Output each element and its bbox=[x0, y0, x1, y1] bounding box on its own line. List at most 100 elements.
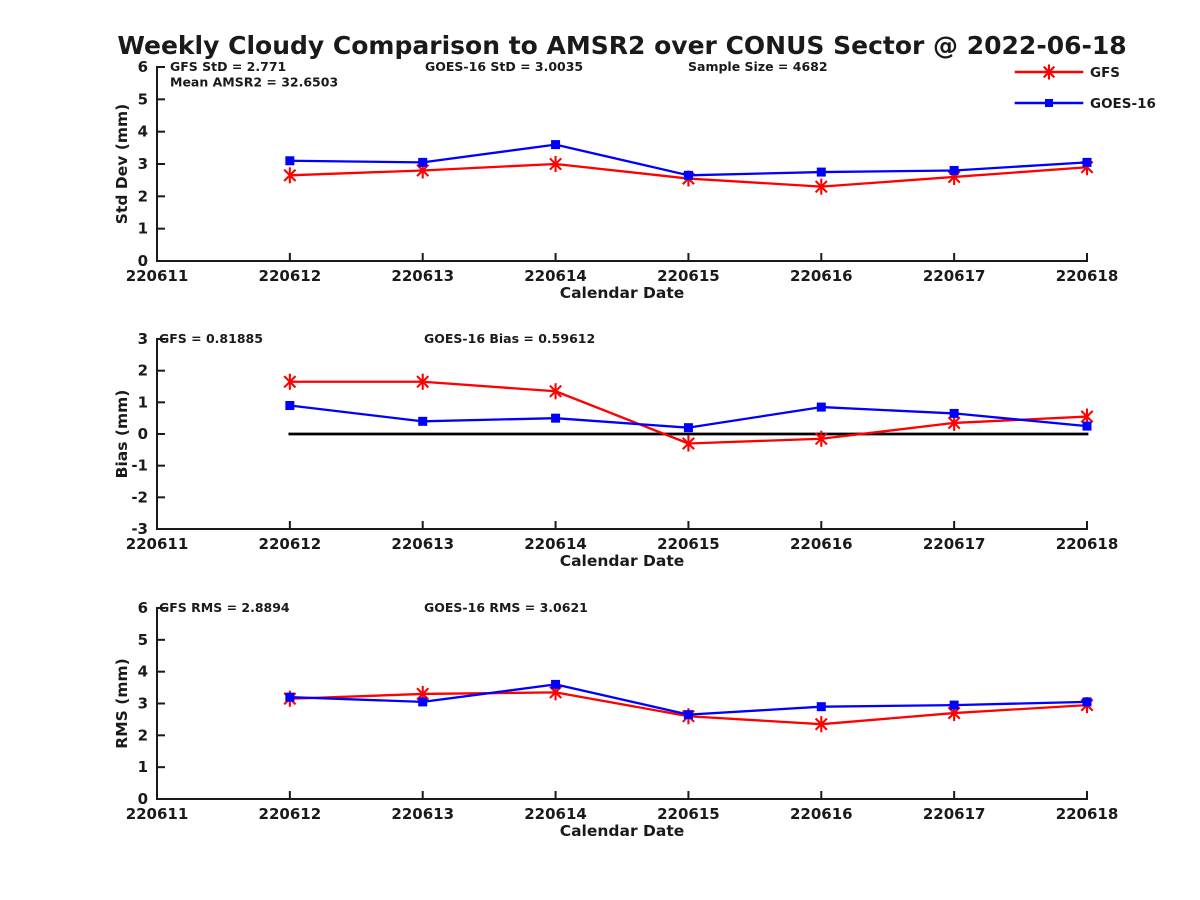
y-tick-label: 1 bbox=[138, 220, 148, 238]
x-tick-label: 220617 bbox=[923, 805, 986, 823]
bias-marker-gfs bbox=[947, 416, 961, 430]
y-tick-label: 6 bbox=[138, 58, 148, 76]
x-tick-label: 220612 bbox=[259, 535, 322, 553]
y-tick-label: -2 bbox=[131, 488, 148, 506]
bias-marker-goes-16 bbox=[1082, 421, 1092, 431]
x-tick-label: 220617 bbox=[923, 267, 986, 285]
x-tick-label: 220616 bbox=[790, 535, 853, 553]
bias-marker-goes-16 bbox=[418, 416, 428, 426]
y-tick-label: 3 bbox=[138, 695, 148, 713]
std-dev-marker-goes-16 bbox=[816, 167, 826, 177]
rms-marker-goes-16 bbox=[551, 679, 561, 689]
y-tick-label: 2 bbox=[138, 726, 148, 744]
y-tick-label: 4 bbox=[138, 663, 148, 681]
x-tick-label: 220615 bbox=[657, 535, 720, 553]
rms-marker-gfs bbox=[814, 717, 828, 731]
bias-marker-goes-16 bbox=[551, 413, 561, 423]
bias-annotation: GOES-16 Bias = 0.59612 bbox=[424, 331, 595, 346]
std-dev-marker-gfs bbox=[549, 157, 563, 171]
x-tick-label: 220612 bbox=[259, 805, 322, 823]
std-dev-annotation: Sample Size = 4682 bbox=[688, 59, 828, 74]
x-axis-label: Calendar Date bbox=[560, 822, 685, 840]
y-tick-label: 3 bbox=[138, 155, 148, 173]
rms-marker-gfs bbox=[416, 687, 430, 701]
std-dev-marker-goes-16 bbox=[418, 157, 428, 167]
x-axis-label: Calendar Date bbox=[560, 552, 685, 570]
std-dev-marker-gfs bbox=[416, 164, 430, 177]
std-dev-annotation: GFS StD = 2.771 bbox=[170, 59, 286, 74]
x-tick-label: 220618 bbox=[1056, 535, 1119, 553]
y-axis-label: Std Dev (mm) bbox=[113, 104, 131, 224]
bias-marker-goes-16 bbox=[816, 402, 826, 412]
std-dev-marker-goes-16 bbox=[949, 165, 959, 175]
std-dev-marker-goes-16 bbox=[551, 140, 561, 150]
bias-marker-gfs bbox=[549, 384, 563, 398]
y-tick-label: 6 bbox=[138, 599, 148, 617]
y-tick-label: 1 bbox=[138, 758, 148, 776]
bias-marker-goes-16 bbox=[683, 423, 693, 433]
std-dev-marker-goes-16 bbox=[683, 170, 693, 180]
legend-label-gfs: GFS bbox=[1090, 65, 1120, 81]
x-axis-label: Calendar Date bbox=[560, 284, 685, 302]
x-tick-label: 220613 bbox=[391, 267, 454, 285]
rms-marker-gfs bbox=[549, 685, 563, 699]
x-tick-label: 220614 bbox=[524, 535, 587, 553]
bias-marker-gfs bbox=[814, 432, 828, 446]
y-tick-label: 3 bbox=[138, 330, 148, 348]
legend-label-goes-16: GOES-16 bbox=[1090, 96, 1156, 112]
legend-marker-gfs bbox=[1042, 65, 1056, 79]
std-dev-marker-goes-16 bbox=[1082, 157, 1092, 167]
y-tick-label: 0 bbox=[138, 425, 148, 443]
rms-marker-goes-16 bbox=[418, 697, 428, 707]
x-tick-label: 220611 bbox=[126, 805, 189, 823]
legend-marker-goes-16 bbox=[1045, 99, 1053, 107]
bias-marker-gfs bbox=[416, 375, 430, 389]
x-tick-label: 220618 bbox=[1056, 267, 1119, 285]
rms-marker-goes-16 bbox=[285, 692, 295, 702]
y-tick-label: 5 bbox=[138, 90, 148, 108]
x-tick-label: 220615 bbox=[657, 805, 720, 823]
y-axis-label: Bias (mm) bbox=[113, 390, 131, 479]
y-tick-label: 4 bbox=[138, 123, 148, 141]
std-dev-marker-gfs bbox=[814, 180, 828, 194]
y-tick-label: 5 bbox=[138, 631, 148, 649]
rms-marker-goes-16 bbox=[683, 710, 693, 720]
bias-annotation: GFS = 0.81885 bbox=[159, 331, 263, 346]
std-dev-annotation: Mean AMSR2 = 32.6503 bbox=[170, 75, 338, 90]
chart-title: Weekly Cloudy Comparison to AMSR2 over C… bbox=[117, 31, 1127, 60]
x-tick-label: 220617 bbox=[923, 535, 986, 553]
bias-marker-gfs bbox=[1080, 410, 1094, 424]
y-axis-label: RMS (mm) bbox=[113, 658, 131, 748]
x-tick-label: 220611 bbox=[126, 535, 189, 553]
y-tick-label: 1 bbox=[138, 393, 148, 411]
x-tick-label: 220613 bbox=[391, 535, 454, 553]
x-tick-label: 220616 bbox=[790, 805, 853, 823]
bias-marker-gfs bbox=[283, 375, 297, 389]
y-tick-label: 2 bbox=[138, 362, 148, 380]
x-tick-label: 220612 bbox=[259, 267, 322, 285]
std-dev-marker-goes-16 bbox=[285, 156, 295, 166]
x-tick-label: 220611 bbox=[126, 267, 189, 285]
rms-annotation: GFS RMS = 2.8894 bbox=[159, 600, 290, 615]
y-tick-label: -1 bbox=[131, 457, 148, 475]
bias-marker-goes-16 bbox=[285, 401, 295, 410]
x-tick-label: 220618 bbox=[1056, 805, 1119, 823]
std-dev-marker-gfs bbox=[283, 168, 297, 182]
x-tick-label: 220614 bbox=[524, 805, 587, 823]
x-tick-label: 220613 bbox=[391, 805, 454, 823]
x-tick-label: 220616 bbox=[790, 267, 853, 285]
bias-marker-gfs bbox=[681, 437, 695, 450]
rms-marker-goes-16 bbox=[1082, 697, 1092, 707]
std-dev-annotation: GOES-16 StD = 3.0035 bbox=[425, 59, 583, 74]
y-tick-label: 2 bbox=[138, 187, 148, 205]
y-tick-label: 0 bbox=[138, 252, 148, 270]
y-tick-label: -3 bbox=[131, 520, 148, 538]
rms-annotation: GOES-16 RMS = 3.0621 bbox=[424, 600, 588, 615]
x-tick-label: 220615 bbox=[657, 267, 720, 285]
rms-marker-goes-16 bbox=[816, 702, 826, 712]
y-tick-label: 0 bbox=[138, 790, 148, 808]
rms-marker-gfs bbox=[947, 706, 961, 720]
bias-marker-goes-16 bbox=[949, 408, 959, 418]
